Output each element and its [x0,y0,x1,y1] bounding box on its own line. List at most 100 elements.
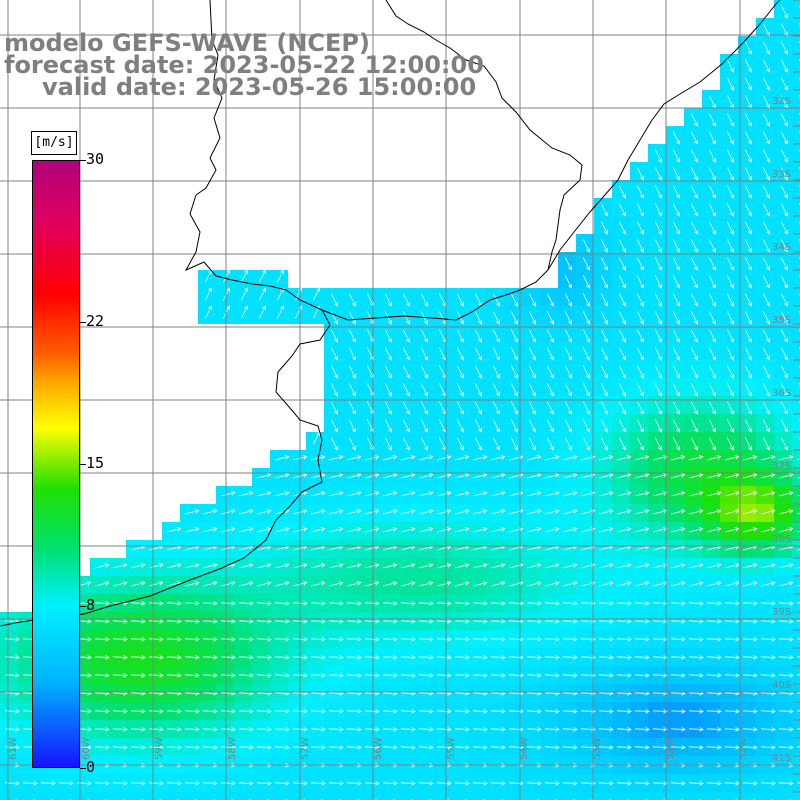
wind-arrow [492,293,501,307]
wind-arrow [328,637,344,642]
wind-arrow [582,419,591,433]
wind-arrow [670,637,686,642]
wind-arrow [616,619,632,624]
wind-arrow [598,781,614,786]
wind-arrow [130,727,146,732]
wind-arrow [598,709,614,714]
field-cell [54,792,72,800]
wind-arrow [671,509,686,515]
wind-arrow [94,655,110,660]
lon-label: 51W [738,737,749,760]
wind-arrow [598,619,614,624]
wind-arrow [240,287,249,301]
wind-arrow [616,745,632,750]
wind-arrow [671,527,686,533]
field-cell [792,630,800,648]
wind-arrow [617,491,632,497]
field-cell [522,792,540,800]
wind-arrow [762,311,771,325]
wind-arrow [582,365,591,379]
wind-arrow [708,131,717,145]
wind-arrow [275,491,290,497]
wind-arrow [418,655,434,660]
wind-arrow [778,673,794,678]
wind-arrow [347,473,362,479]
wind-arrow [384,401,393,415]
wind-arrow [562,727,578,732]
wind-arrow [562,781,578,786]
wind-arrow [256,619,272,624]
wind-arrow [779,491,794,497]
wind-arrow [383,527,398,533]
field-cell [450,792,468,800]
wind-arrow [184,727,200,732]
chart-title-valid-date: valid date: 2023-05-26 15:00:00 [42,73,477,101]
wind-arrow [112,637,128,642]
wind-arrow [347,491,362,497]
wind-arrow [528,293,537,307]
wind-arrow [545,527,560,533]
field-cell [540,792,558,800]
wind-arrow [221,509,236,515]
wind-arrow [744,293,753,307]
wind-arrow [220,781,236,786]
wind-arrow [654,257,663,271]
wind-arrow [671,563,686,569]
wind-arrow [510,329,519,343]
wind-arrow [708,401,717,415]
wind-arrow [726,257,735,271]
wind-arrow [456,347,465,361]
wind-arrow [402,419,411,433]
wind-arrow [508,637,524,642]
field-cell [792,36,800,54]
wind-arrow [546,293,555,307]
wind-arrow [257,491,272,497]
wind-arrow [220,601,236,606]
wind-arrow [760,709,776,714]
wind-arrow [618,329,627,343]
wind-arrow [636,365,645,379]
field-cell [234,792,252,800]
wind-arrow [419,491,434,497]
wind-arrow [742,781,758,786]
wind-arrow [564,437,573,451]
wind-arrow [437,491,452,497]
wind-arrow [760,637,776,642]
wind-arrow [401,581,416,587]
wind-arrow [491,527,506,533]
wind-arrow [600,257,609,271]
wind-arrow [636,329,645,343]
field-cell [468,792,486,800]
wind-arrow [688,745,704,750]
wind-arrow [400,745,416,750]
wind-arrow [689,527,704,533]
wind-arrow [563,527,578,533]
wind-arrow [706,619,722,624]
wind-arrow [490,601,506,606]
lat-label: 41S [772,753,791,764]
wind-arrow [634,727,650,732]
wind-arrow [761,509,776,515]
wind-arrow [167,527,182,533]
wind-arrow [130,673,146,678]
field-cell [792,648,800,666]
wind-arrow [690,419,699,433]
wind-arrow [383,473,398,479]
wind-arrow [797,512,800,515]
wind-arrow [635,527,650,533]
wind-arrow [671,455,686,461]
wind-arrow [203,581,218,587]
wind-arrow [762,23,771,37]
field-cell [648,792,666,800]
wind-arrow [689,473,704,479]
wind-arrow [472,655,488,660]
field-cell [324,792,342,800]
wind-arrow [564,293,573,307]
wind-arrow [724,709,740,714]
wind-arrow [202,781,218,786]
wind-arrow [472,601,488,606]
wind-arrow [635,491,650,497]
wind-arrow [618,239,627,253]
